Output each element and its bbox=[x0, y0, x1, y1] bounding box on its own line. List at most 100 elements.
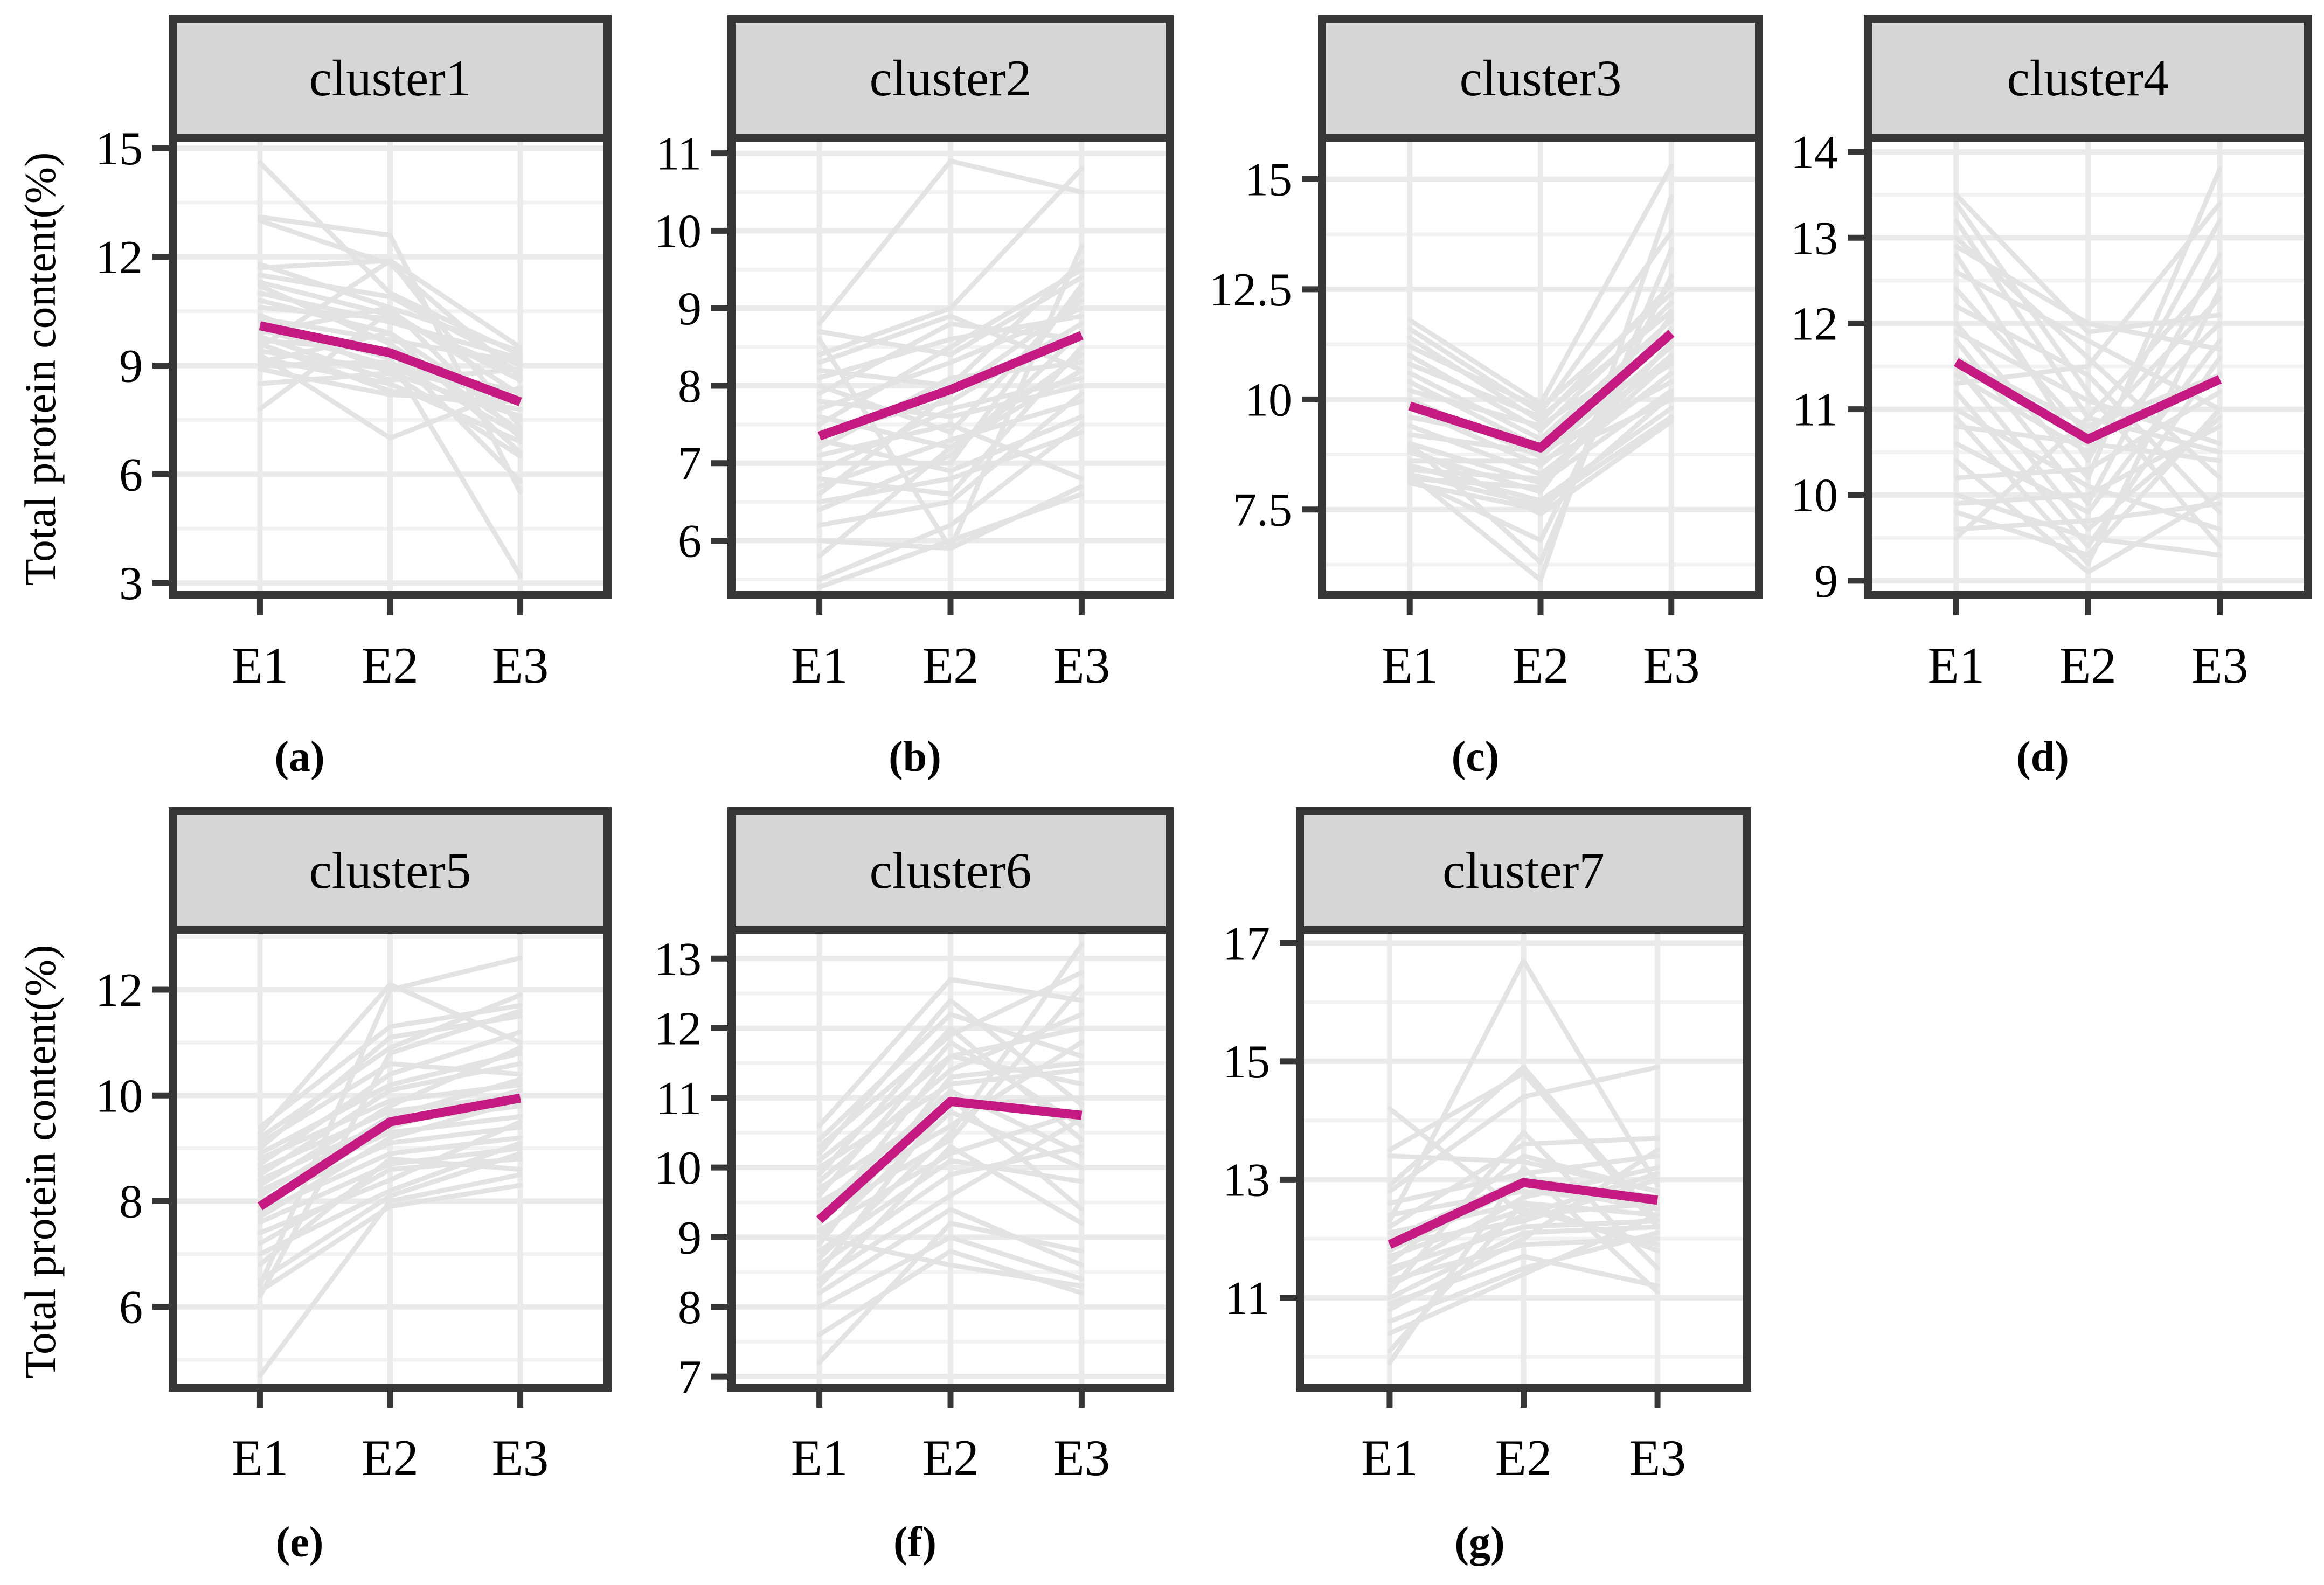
member-line bbox=[817, 970, 1084, 1149]
member-line bbox=[1407, 247, 1674, 565]
member-line bbox=[1953, 355, 2223, 549]
member-line bbox=[257, 955, 523, 1288]
facet-header-strip bbox=[177, 815, 603, 926]
panel-cluster5: 6 8 10 12 E1 E2 E3 cluster5 (e) bbox=[0, 796, 633, 1585]
axis-labels: 6 7 8 9 10 11 E1 E2 E3 bbox=[654, 128, 1110, 694]
axis-labels: 3 6 9 12 15 E1 E2 E3 bbox=[95, 123, 549, 694]
member-line bbox=[1387, 1165, 1660, 1366]
subfigure-caption: (e) bbox=[275, 1519, 324, 1566]
y-tick-label: 11 bbox=[1792, 384, 1838, 436]
axis-ticks bbox=[1280, 940, 1661, 1408]
member-line bbox=[1387, 1065, 1660, 1194]
panel-cluster2: 6 7 8 9 10 11 E1 E2 E3 cluster2 (b) bbox=[544, 4, 1195, 812]
member-line bbox=[817, 267, 1084, 427]
y-tick-label: 9 bbox=[119, 340, 143, 393]
member-line bbox=[257, 290, 523, 361]
x-tick-label: E1 bbox=[232, 637, 289, 694]
member-lines bbox=[1407, 163, 1674, 583]
member-lines bbox=[1953, 166, 2223, 575]
member-line bbox=[257, 992, 523, 1141]
member-line bbox=[1407, 163, 1674, 406]
member-line bbox=[817, 399, 1084, 489]
y-tick-label: 10 bbox=[1791, 470, 1838, 522]
x-tick-label: E2 bbox=[2059, 637, 2117, 694]
member-line bbox=[1387, 1153, 1660, 1206]
y-tick-label: 12 bbox=[95, 232, 143, 284]
mean-line bbox=[1408, 330, 1675, 453]
x-tick-label: E1 bbox=[791, 1429, 848, 1486]
member-line bbox=[1407, 194, 1674, 583]
member-line bbox=[1953, 304, 2223, 515]
member-line bbox=[817, 1221, 1084, 1365]
member-line bbox=[1953, 390, 2223, 481]
member-line bbox=[257, 309, 523, 412]
member-line bbox=[1407, 406, 1674, 503]
y-tick-label: 8 bbox=[678, 360, 702, 413]
y-tick-label: 15 bbox=[95, 123, 143, 175]
member-line bbox=[817, 1207, 1084, 1296]
member-lines bbox=[257, 160, 523, 579]
x-tick-label: E1 bbox=[1928, 637, 1985, 694]
y-tick-label: 11 bbox=[656, 128, 702, 180]
member-line bbox=[1953, 415, 2223, 540]
panel-cluster4: 9 10 11 12 13 14 E1 E2 E3 cluster4 (d) bbox=[1681, 4, 2324, 812]
member-lines bbox=[817, 942, 1084, 1365]
subfigure-caption: (f) bbox=[893, 1519, 936, 1566]
member-line bbox=[1387, 1065, 1660, 1223]
member-line bbox=[1953, 321, 2223, 455]
facet-title: cluster2 bbox=[869, 49, 1032, 107]
y-tick-label: 8 bbox=[678, 1282, 702, 1334]
y-tick-label: 14 bbox=[1791, 127, 1838, 179]
member-line bbox=[1387, 1130, 1660, 1295]
facet-header: cluster4 bbox=[1872, 23, 2304, 134]
member-line bbox=[817, 1039, 1084, 1198]
member-line bbox=[817, 367, 1084, 559]
member-line bbox=[817, 1060, 1084, 1247]
y-tick-label: 12 bbox=[654, 1003, 702, 1055]
member-line bbox=[817, 1109, 1084, 1233]
member-line bbox=[817, 491, 1084, 590]
panel-cluster6: 7 8 9 10 11 12 13 E1 E2 E3 cluster6 (f) bbox=[544, 796, 1195, 1585]
facet-title: cluster6 bbox=[869, 842, 1032, 899]
member-line bbox=[817, 244, 1084, 551]
mean-line bbox=[257, 1093, 522, 1211]
facet-header: cluster3 bbox=[1326, 23, 1755, 134]
member-line bbox=[817, 1116, 1084, 1282]
y-tick-label: 15 bbox=[1223, 1036, 1270, 1088]
facet-title: cluster7 bbox=[1442, 842, 1605, 899]
member-line bbox=[1953, 407, 2223, 532]
member-line bbox=[1407, 273, 1674, 543]
x-tick-label: E2 bbox=[1512, 637, 1569, 694]
y-tick-label: 7.5 bbox=[1233, 484, 1292, 537]
member-line bbox=[817, 1144, 1084, 1289]
panel-border bbox=[1296, 807, 1751, 1392]
axis-ticks bbox=[152, 986, 524, 1408]
x-tick-label: E1 bbox=[1361, 1429, 1418, 1486]
panel-cluster3: 7.5 10 12.5 15 E1 E2 E3 cluster3 (c) bbox=[1135, 4, 1785, 812]
plot-cluster4: 9 10 11 12 13 14 E1 E2 E3 bbox=[1791, 15, 2312, 694]
member-line bbox=[1953, 492, 2223, 558]
member-line bbox=[257, 359, 523, 437]
member-line bbox=[257, 273, 523, 369]
member-line bbox=[817, 1109, 1084, 1240]
mean-line bbox=[817, 331, 1084, 441]
x-tick-label: E3 bbox=[492, 637, 549, 694]
x-tick-label: E1 bbox=[232, 1429, 289, 1486]
facet-header: cluster7 bbox=[1304, 815, 1743, 926]
facet-header-strip bbox=[177, 23, 603, 134]
axis-ticks bbox=[1302, 176, 1675, 615]
mean-line bbox=[259, 321, 522, 406]
y-tick-label: 6 bbox=[119, 1282, 143, 1334]
y-tick-label: 10 bbox=[654, 205, 702, 258]
y-tick-label: 11 bbox=[1224, 1273, 1270, 1325]
member-line bbox=[1953, 329, 2223, 446]
plot-cluster6: 7 8 9 10 11 12 13 E1 E2 E3 bbox=[654, 807, 1174, 1486]
facet-header-strip bbox=[1304, 815, 1743, 926]
member-line bbox=[1407, 357, 1674, 481]
plot-cluster2: 6 7 8 9 10 11 E1 E2 E3 bbox=[654, 15, 1174, 694]
member-line bbox=[257, 280, 523, 383]
panel-border bbox=[169, 15, 612, 599]
member-line bbox=[257, 1051, 523, 1156]
axis-ticks bbox=[711, 955, 1085, 1408]
